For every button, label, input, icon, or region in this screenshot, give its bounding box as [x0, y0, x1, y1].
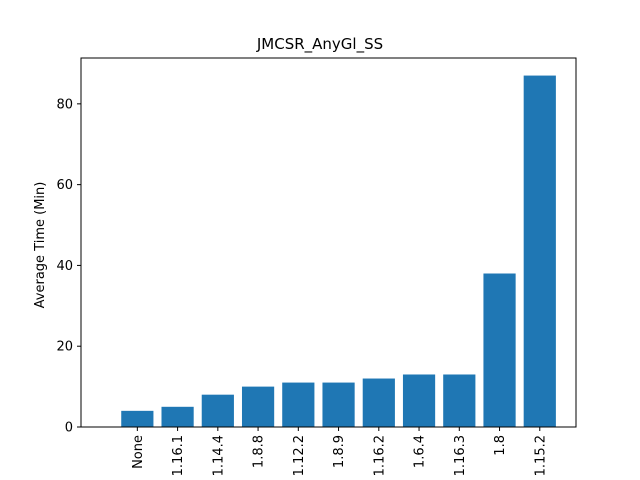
bar-1.12.2: [282, 382, 315, 427]
axes-layer: 0 20 40 60 80 None 1.16.1 1.14.4 1.8.8 1.12.2 1.8.…: [56, 57, 577, 476]
bars-layer: [121, 75, 556, 427]
y-tick-label: 20: [56, 340, 73, 355]
chart-title: JMCSR_AnyGl_SS: [256, 35, 383, 54]
bar-None: [121, 410, 154, 427]
bar-1.14.4: [201, 394, 234, 427]
x-tick-label: 1.8.8: [252, 435, 267, 468]
x-tick-label: 1.15.2: [533, 435, 548, 476]
bar-1.16.3: [443, 374, 476, 427]
bar-1.15.2: [523, 75, 556, 427]
bar-1.6.4: [402, 374, 436, 427]
x-tick-label: 1.6.4: [413, 435, 428, 468]
x-tick-label: 1.14.4: [211, 435, 226, 476]
x-tick-label: 1.16.1: [171, 435, 186, 476]
bar-1.16.1: [161, 406, 194, 427]
y-tick-label: 40: [56, 259, 73, 274]
bar-1.8.9: [322, 382, 355, 427]
y-axis-label: Average Time (Min): [33, 182, 48, 309]
plot-frame: [80, 57, 577, 428]
y-tick-label: 80: [56, 97, 73, 112]
x-tick-label: None: [131, 435, 146, 469]
bar-1.8: [483, 273, 516, 427]
bar-1.8.8: [241, 386, 275, 427]
bar-1.16.2: [362, 378, 395, 427]
x-tick-label: 1.8: [493, 435, 508, 456]
x-tick-label: 1.16.2: [372, 435, 387, 476]
x-tick-label: 1.16.3: [453, 435, 468, 476]
y-tick-label: 0: [65, 421, 73, 436]
x-tick-label: 1.8.9: [332, 435, 347, 468]
y-tick-label: 60: [56, 178, 73, 193]
x-tick-label: 1.12.2: [292, 435, 307, 476]
